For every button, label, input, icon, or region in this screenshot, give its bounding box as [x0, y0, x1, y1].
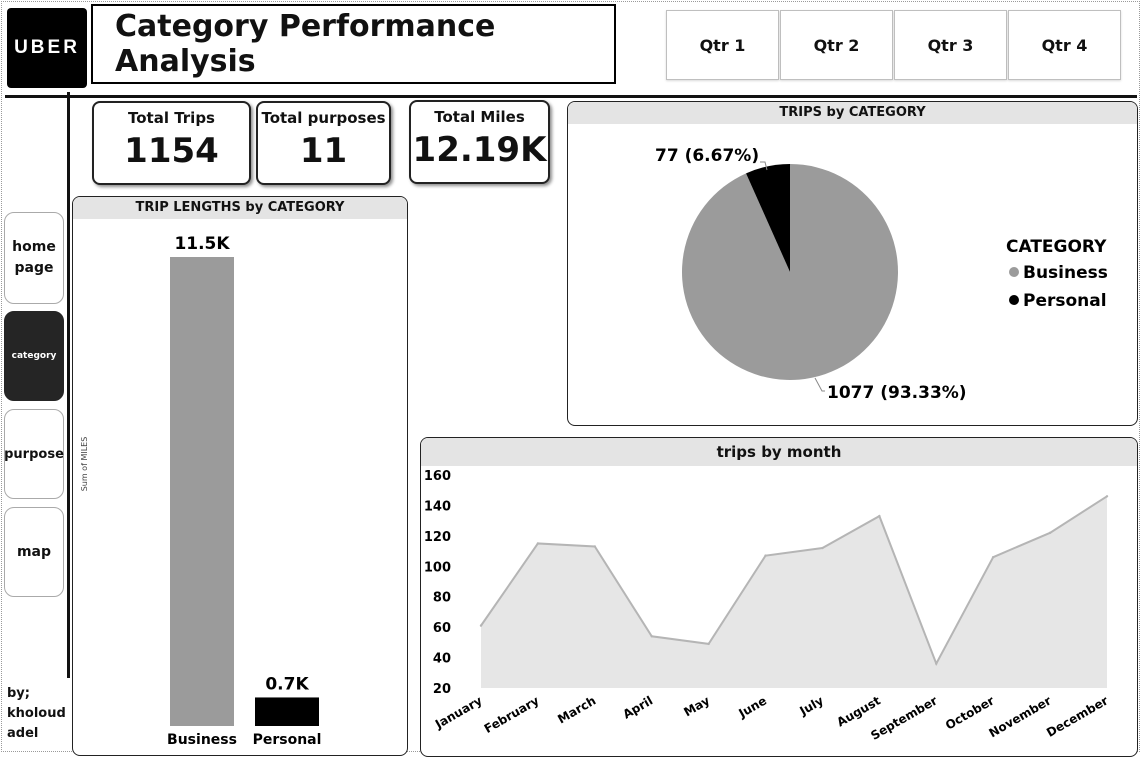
- x-tick-label: December: [1044, 693, 1110, 739]
- y-tick-label: 160: [424, 469, 451, 484]
- page-title: Category Performance Analysis: [91, 4, 616, 84]
- author-line-2: kholoud: [7, 706, 66, 721]
- uber-logo: UBER: [7, 8, 87, 88]
- bar-data-label: 11.5K: [174, 234, 230, 254]
- data-point-march: [593, 545, 597, 548]
- trip-lengths-title: TRIP LENGTHS by CATEGORY: [73, 197, 407, 219]
- kpi-label: Total Miles: [434, 108, 525, 126]
- kpi-total-purposes: Total purposes 11: [256, 101, 391, 185]
- x-tick-label: Business: [167, 732, 237, 748]
- data-point-february: [536, 542, 540, 545]
- data-point-june: [764, 554, 767, 557]
- x-tick-label: March: [555, 693, 598, 726]
- bar-data-label: 0.7K: [265, 674, 309, 694]
- data-point-october: [991, 555, 995, 559]
- qtr-2-button[interactable]: Qtr 2: [780, 10, 893, 80]
- pie-data-label-business: 1077 (93.33%): [827, 383, 967, 403]
- y-tick-label: 60: [433, 621, 451, 636]
- y-tick-label: 40: [433, 652, 451, 667]
- pie-slice-personal: [746, 164, 790, 272]
- trip-lengths-bar-chart: Sum of MILES 11.5K Business 0.7K Personal: [80, 234, 322, 748]
- x-tick-label: June: [735, 693, 769, 720]
- trips-by-category-pie-chart: 77 (6.67%) 1077 (93.33%) CATEGORY Business P…: [655, 146, 1108, 403]
- pie-data-label-personal: 77 (6.67%): [655, 146, 759, 166]
- nav-category[interactable]: category: [4, 311, 64, 401]
- kpi-total-trips: Total Trips 1154: [92, 101, 251, 185]
- y-tick-label: 140: [424, 499, 451, 514]
- author-line-1: by;: [7, 686, 30, 701]
- qtr-1-button[interactable]: Qtr 1: [666, 10, 779, 80]
- bar-business: [170, 257, 234, 726]
- x-tick-label: August: [834, 693, 883, 729]
- qtr-4-button[interactable]: Qtr 4: [1008, 10, 1121, 80]
- x-tick-label: February: [482, 693, 542, 736]
- data-point-august: [878, 514, 881, 518]
- nav-purpose[interactable]: purpose: [4, 409, 64, 499]
- kpi-value: 1154: [124, 131, 219, 171]
- bar-personal: [255, 697, 319, 726]
- data-point-september: [935, 662, 938, 665]
- legend-title: CATEGORY: [1006, 237, 1107, 257]
- qtr-3-button[interactable]: Qtr 3: [894, 10, 1007, 80]
- legend-item-personal: Personal: [1023, 291, 1107, 311]
- x-tick-label: Personal: [253, 732, 322, 748]
- kpi-label: Total purposes: [261, 109, 386, 127]
- nav-map[interactable]: map: [4, 507, 64, 597]
- legend-item-business: Business: [1023, 263, 1108, 283]
- x-tick-label: July: [796, 693, 826, 718]
- kpi-label: Total Trips: [128, 109, 215, 127]
- data-point-april: [650, 635, 653, 638]
- x-tick-label: April: [620, 693, 655, 721]
- data-point-may: [707, 642, 710, 646]
- leader-line-business: [814, 377, 825, 392]
- data-point-december: [1105, 495, 1109, 498]
- sidebar-divider: [67, 92, 70, 678]
- y-tick-label: 120: [424, 530, 451, 545]
- area-fill: [481, 496, 1107, 688]
- nav-home-page[interactable]: home page: [4, 212, 64, 304]
- y-tick-label: 80: [433, 591, 451, 606]
- y-tick-label: 100: [424, 560, 451, 575]
- legend-marker-personal: [1009, 295, 1019, 305]
- x-tick-label: November: [986, 693, 1053, 740]
- y-tick-label: 20: [433, 682, 451, 697]
- kpi-total-miles: Total Miles 12.19K: [409, 100, 550, 184]
- legend-marker-business: [1009, 267, 1019, 277]
- author-line-3: adel: [7, 726, 39, 741]
- kpi-value: 11: [299, 131, 348, 171]
- data-point-january: [479, 624, 483, 627]
- data-point-july: [821, 546, 824, 550]
- data-point-november: [1048, 531, 1052, 535]
- header-divider: [5, 95, 1137, 98]
- trips-by-category-title: TRIPS by CATEGORY: [568, 102, 1137, 124]
- y-axis-label: Sum of MILES: [80, 437, 89, 492]
- trips-by-category-card: TRIPS by CATEGORY: [567, 101, 1138, 426]
- area-line: [480, 495, 1108, 667]
- x-tick-label: January: [432, 693, 485, 731]
- author-credit: by; kholoud adel: [7, 684, 66, 744]
- trips-by-month-title: trips by month: [421, 438, 1137, 466]
- x-tick-label: May: [681, 693, 712, 719]
- kpi-value: 12.19K: [412, 130, 547, 170]
- leader-line-personal: [760, 161, 768, 171]
